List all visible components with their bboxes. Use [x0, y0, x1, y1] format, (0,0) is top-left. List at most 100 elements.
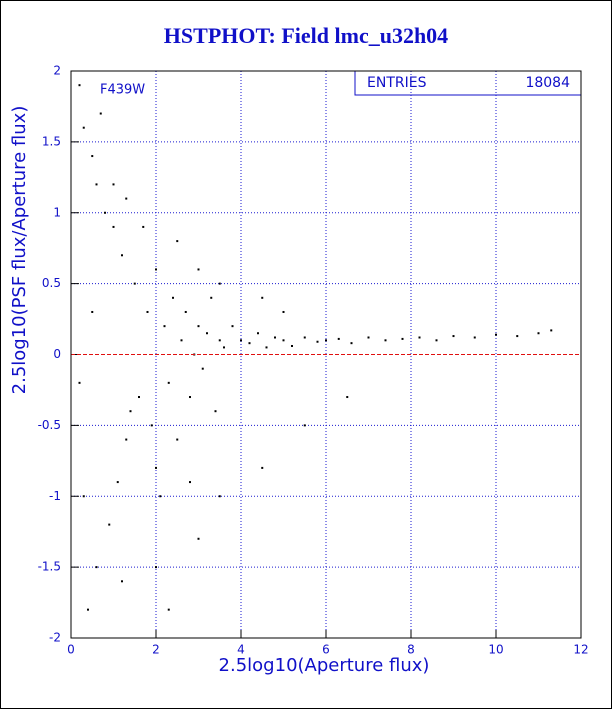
point: [138, 396, 140, 399]
y-tick-label: -0.5: [38, 418, 61, 432]
point: [176, 240, 179, 243]
point: [265, 346, 268, 349]
point: [197, 268, 200, 271]
point: [223, 346, 225, 349]
point: [325, 339, 327, 342]
point: [282, 310, 285, 313]
point: [282, 339, 285, 342]
point: [401, 337, 404, 340]
point: [197, 537, 200, 540]
point: [350, 342, 353, 345]
point: [167, 381, 170, 384]
point: [303, 424, 306, 427]
x-tick-label: 2: [152, 643, 160, 657]
point: [121, 580, 123, 583]
point: [201, 367, 204, 370]
point: [248, 342, 251, 345]
chart-title: HSTPHOT: Field lmc_u32h04: [164, 23, 448, 48]
point: [155, 566, 157, 569]
point: [218, 282, 221, 285]
annotation: F439W: [100, 83, 145, 98]
point: [473, 336, 476, 339]
x-tick-label: 12: [573, 643, 588, 657]
point: [112, 225, 115, 228]
point: [129, 410, 132, 413]
point: [82, 126, 85, 129]
stats-label: ENTRIES: [367, 75, 427, 91]
x-tick-label: 0: [67, 643, 75, 657]
point: [257, 332, 259, 335]
point: [78, 381, 81, 384]
point: [146, 310, 149, 313]
point: [210, 296, 213, 299]
y-tick-label: 0.5: [42, 276, 61, 290]
point: [197, 325, 200, 328]
stats-box: [354, 70, 582, 96]
x-tick-label: 10: [488, 643, 503, 657]
point: [550, 329, 553, 332]
point: [231, 325, 234, 328]
point: [133, 282, 136, 285]
point: [99, 112, 102, 115]
point: [537, 332, 540, 335]
point: [435, 339, 438, 342]
x-tick-label: 8: [407, 643, 415, 657]
point: [189, 396, 191, 399]
point: [91, 310, 94, 313]
point: [206, 332, 208, 335]
y-tick-label: -2: [49, 631, 61, 645]
y-tick-label: 1: [53, 205, 61, 219]
point: [240, 339, 242, 342]
y-tick-label: 0: [53, 347, 61, 361]
point: [91, 155, 94, 158]
point: [184, 310, 187, 313]
point: [316, 340, 319, 343]
point: [104, 211, 106, 214]
point: [384, 339, 387, 342]
point: [125, 197, 128, 200]
plot-border: [70, 70, 582, 639]
y-tick-label: 2: [53, 64, 61, 78]
point: [261, 296, 264, 299]
point: [189, 481, 191, 484]
point: [155, 466, 157, 469]
point: [82, 495, 85, 498]
y-tick-label: -1.5: [38, 560, 61, 574]
point: [150, 424, 153, 427]
y-tick-label: 1.5: [42, 134, 61, 148]
y-axis-label: 2.5log10(PSF flux/Aperture flux): [9, 106, 30, 395]
point: [172, 296, 174, 299]
stats-value: 18084: [525, 75, 570, 91]
y-tick-label: -1: [49, 489, 61, 503]
point: [159, 495, 162, 498]
point: [78, 84, 81, 87]
point: [142, 225, 145, 228]
point: [125, 438, 128, 441]
x-tick-label: 6: [322, 643, 330, 657]
point: [116, 481, 119, 484]
point: [121, 254, 123, 257]
point: [346, 396, 349, 399]
point: [516, 335, 519, 338]
point: [218, 339, 221, 342]
point: [180, 339, 183, 342]
x-tick-label: 4: [237, 643, 245, 657]
point: [87, 608, 89, 611]
point: [214, 410, 217, 413]
point: [218, 495, 221, 498]
point: [95, 566, 98, 569]
point: [452, 335, 455, 338]
point: [163, 325, 166, 328]
point: [176, 438, 179, 441]
x-axis-label: 2.5log10(Aperture flux): [219, 655, 430, 676]
point: [367, 336, 370, 339]
point: [274, 336, 276, 339]
point: [112, 183, 115, 186]
point: [337, 337, 340, 340]
point: [303, 336, 306, 339]
point: [418, 336, 421, 339]
point: [261, 466, 264, 469]
point: [108, 523, 111, 526]
point: [291, 344, 293, 347]
